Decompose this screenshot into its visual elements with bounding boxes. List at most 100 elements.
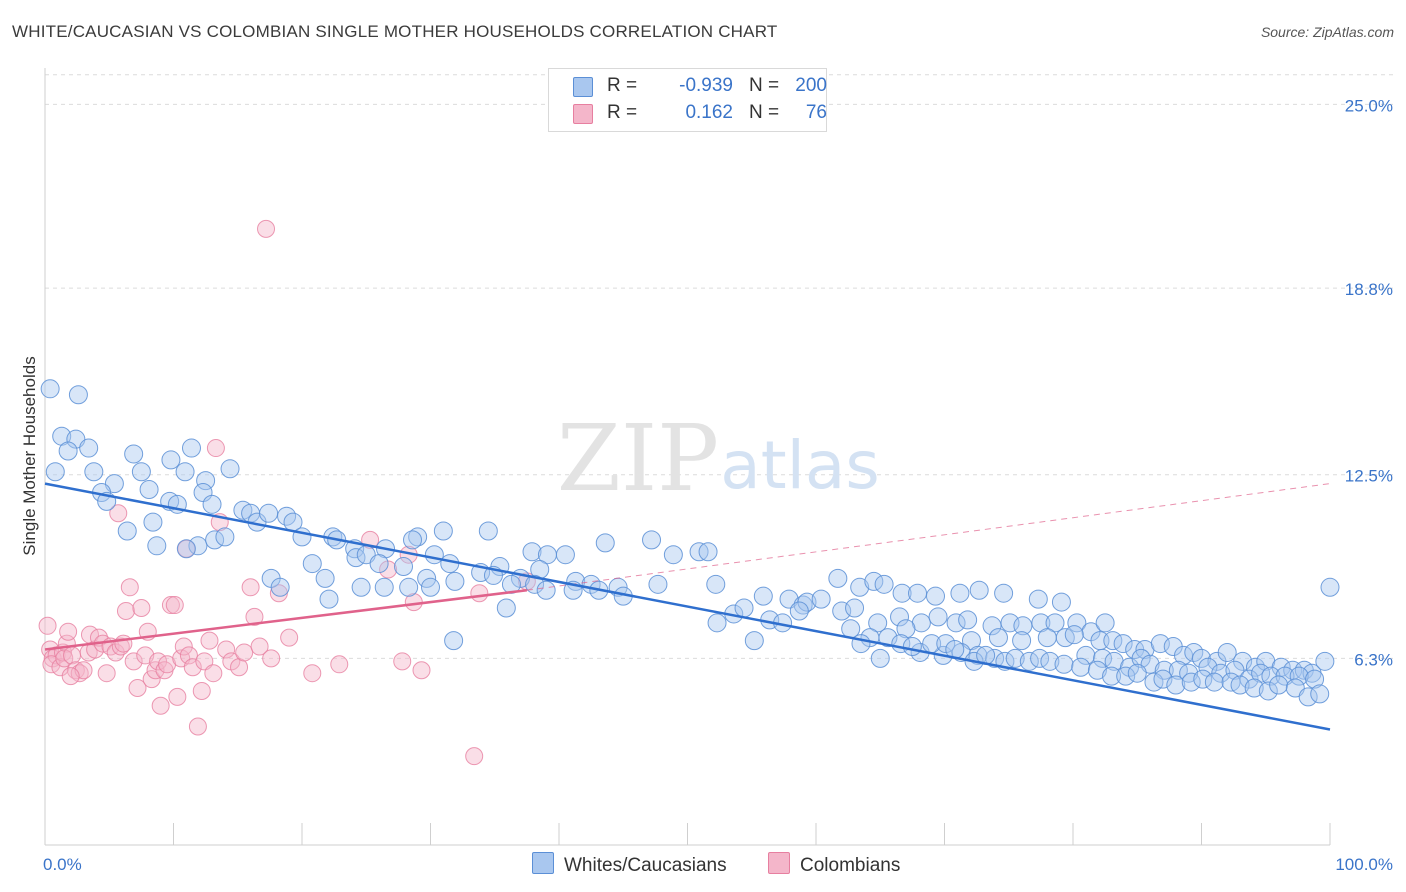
whites-point <box>220 459 240 479</box>
legend-n-label: N = <box>749 75 780 96</box>
whites-point <box>175 462 195 482</box>
colombians-point <box>465 747 484 766</box>
whites-point <box>744 631 764 651</box>
whites-point <box>1184 642 1204 662</box>
colombians-point <box>142 670 161 689</box>
whites-point <box>408 527 428 547</box>
whites-point <box>832 601 852 621</box>
legend-r-label: R = <box>607 75 638 96</box>
colombians-point <box>59 622 78 641</box>
colombians-point <box>151 696 170 715</box>
legend-swatch-whites <box>573 77 593 97</box>
x-tick-label: 100.0% <box>1335 855 1393 874</box>
colombians-point <box>204 664 223 683</box>
colombians-point <box>161 596 180 615</box>
colombians-point <box>303 664 322 683</box>
whites-point <box>648 574 668 594</box>
whites-points <box>40 379 1340 707</box>
whites-point <box>1204 672 1224 692</box>
whites-point <box>1225 660 1245 680</box>
legend-swatch-colombians <box>573 104 593 124</box>
whites-point <box>663 545 683 565</box>
colombians-point <box>62 646 81 665</box>
whites-point <box>188 536 208 556</box>
whites-point <box>926 586 946 606</box>
legend-n-value-whites: 200 <box>795 75 827 96</box>
y-tick-label: 18.8% <box>1345 280 1393 299</box>
whites-point <box>1093 648 1113 668</box>
whites-point <box>868 613 888 633</box>
whites-point <box>374 577 394 597</box>
colombians-point <box>412 661 431 680</box>
bottom-legend-swatch-colombians <box>768 852 790 874</box>
whites-point <box>84 462 104 482</box>
whites-point <box>117 521 137 541</box>
colombians-point <box>245 607 264 626</box>
axes-layer <box>44 68 1331 846</box>
x-tick-label: 0.0% <box>43 855 82 874</box>
whites-point <box>1289 666 1309 686</box>
colombians-point <box>183 658 202 677</box>
bottom-legend-colombians: Colombians <box>768 852 900 877</box>
whites-point <box>196 471 216 491</box>
legend-r-value-whites: -0.939 <box>679 75 733 96</box>
whites-point <box>595 533 615 553</box>
whites-point <box>1315 651 1335 671</box>
grid-layer <box>45 74 1394 659</box>
whites-point <box>870 648 890 668</box>
colombians-point <box>280 628 299 647</box>
colombians-point <box>262 649 281 668</box>
whites-point <box>950 583 970 603</box>
whites-point <box>1258 681 1278 701</box>
whites-point <box>421 577 440 597</box>
whites-point <box>892 583 912 603</box>
whites-point <box>1244 678 1264 698</box>
whites-trend-line <box>44 482 1331 731</box>
whites-point <box>734 598 754 618</box>
whites-point <box>890 607 910 627</box>
colombians-point <box>38 616 57 635</box>
whites-point <box>958 610 978 630</box>
whites-point <box>902 637 922 657</box>
whites-point <box>946 613 966 633</box>
colombians-point <box>132 599 151 618</box>
colombians-point <box>188 717 207 736</box>
whites-point <box>315 568 335 588</box>
whites-point <box>928 607 948 627</box>
colombians-point <box>217 640 236 659</box>
correlation-legend: R = -0.939 N = 200 R = 0.162 N = 76 <box>548 68 827 132</box>
whites-point <box>394 557 414 577</box>
whites-point <box>707 613 727 633</box>
colombians-point <box>97 664 116 683</box>
whites-point <box>968 645 988 665</box>
whites-point <box>1245 657 1265 677</box>
whites-point <box>444 631 464 651</box>
y-tick-label: 12.5% <box>1345 467 1393 486</box>
whites-point <box>124 444 144 464</box>
colombians-point <box>393 652 412 671</box>
whites-point <box>79 438 99 458</box>
whites-point <box>68 385 88 405</box>
y-axis-label: Single Mother Households <box>20 356 39 555</box>
colombians-point <box>192 681 211 700</box>
colombians-point <box>168 687 187 706</box>
whites-point <box>908 583 928 603</box>
whites-point <box>536 580 556 600</box>
whites-point <box>793 595 813 615</box>
whites-point <box>1310 684 1330 704</box>
whites-point <box>994 583 1014 603</box>
source-label: Source: ZipAtlas.com <box>1260 24 1394 40</box>
whites-point <box>1037 628 1057 648</box>
tick-labels: 6.3% 12.5% 18.8% 25.0% 0.0% 100.0% Single Moth… <box>20 96 1393 874</box>
colombians-point <box>206 439 225 458</box>
whites-point <box>642 530 662 550</box>
whites-point <box>233 500 253 520</box>
colombians-point <box>200 631 219 650</box>
whites-point <box>399 577 419 597</box>
whites-point <box>1102 666 1122 686</box>
whites-point <box>988 628 1008 648</box>
whites-point <box>478 521 498 541</box>
colombians-point <box>250 637 269 656</box>
whites-point <box>496 598 516 618</box>
whites-point <box>445 571 465 591</box>
